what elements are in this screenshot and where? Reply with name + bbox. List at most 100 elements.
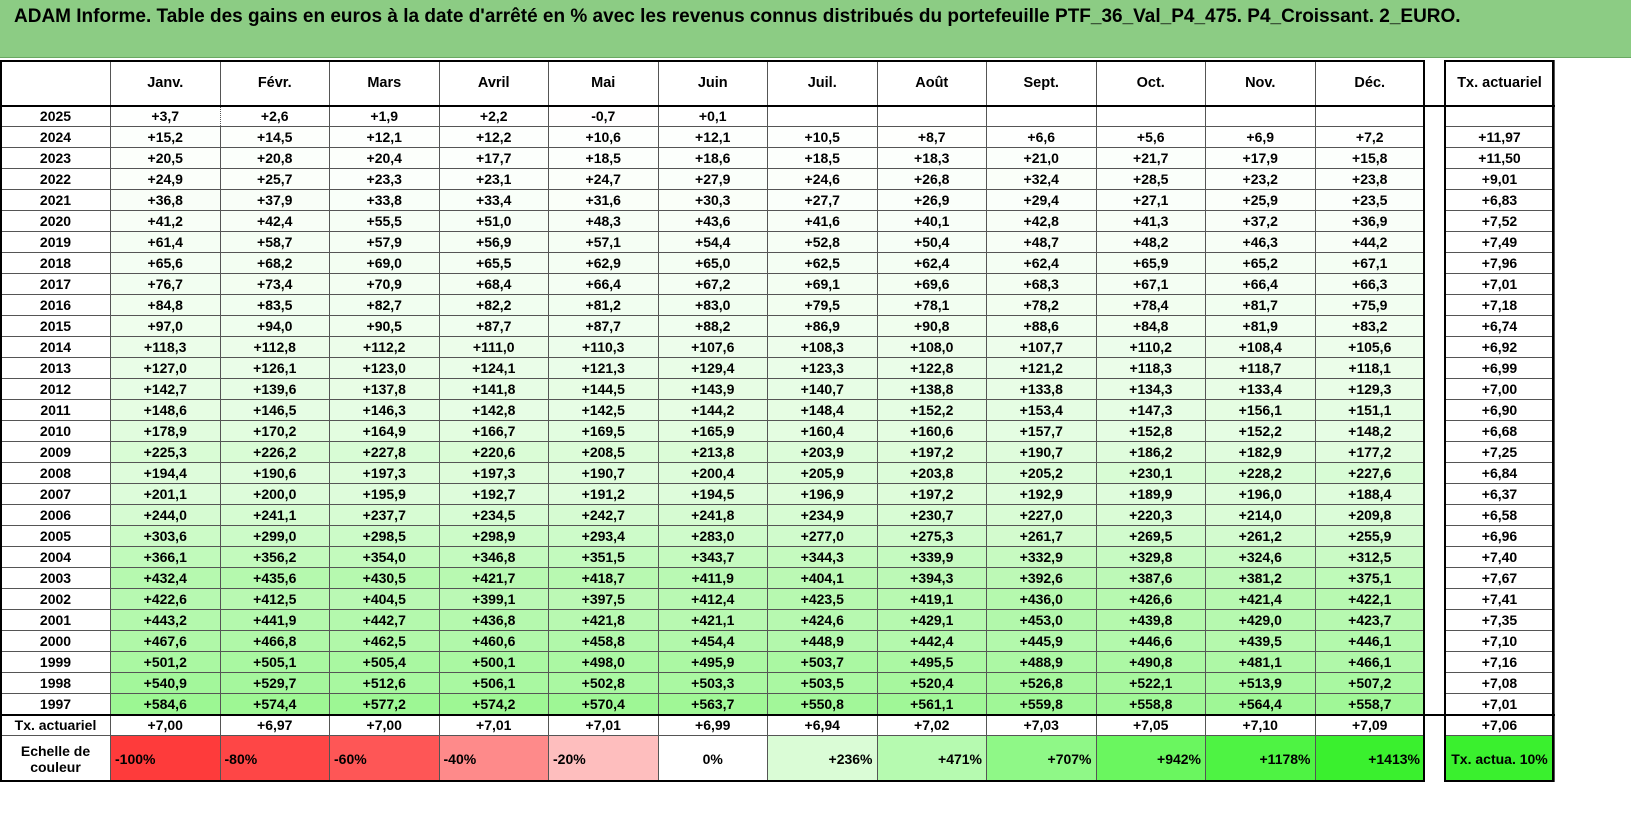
month-header: Nov.: [1205, 60, 1316, 107]
gain-cell: +275,3: [876, 525, 987, 547]
gain-cell: +50,4: [876, 231, 987, 253]
column-gap: [1424, 60, 1445, 107]
gain-cell: +28,5: [1095, 168, 1206, 190]
gain-cell: +62,4: [876, 252, 987, 274]
year-label: 2011: [0, 399, 111, 421]
gain-cell: +570,4: [548, 693, 659, 715]
gain-cell: +151,1: [1314, 399, 1425, 421]
summary-rate-cell: +7,06: [1444, 713, 1555, 736]
gain-cell: +227,0: [986, 504, 1097, 526]
rate-cell: +7,49: [1444, 231, 1555, 253]
table-row: 2024 +15,2 +14,5 +12,1 +12,2 +10,6 +12,1 +10,5 +…: [0, 126, 1555, 148]
gain-cell: +110,2: [1095, 336, 1206, 358]
gain-cell: +495,5: [876, 651, 987, 673]
gains-table: Janv. Févr. Mars Avril Mai Juin Juil. Août Sept.…: [0, 60, 1555, 782]
gain-cell: +126,1: [219, 357, 330, 379]
gain-cell: +522,1: [1095, 672, 1206, 694]
column-gap: [1424, 420, 1445, 442]
column-gap: [1424, 189, 1445, 211]
year-label: 2010: [0, 420, 111, 442]
year-label: 2015: [0, 315, 111, 337]
gain-cell: +503,5: [767, 672, 878, 694]
gain-cell: +139,6: [219, 378, 330, 400]
gain-cell: +412,4: [657, 588, 768, 610]
gain-cell: +33,4: [438, 189, 549, 211]
gain-cell: +435,6: [219, 567, 330, 589]
table-row: 1997 +584,6 +574,4 +577,2 +574,2 +570,4 +563,7…: [0, 693, 1555, 715]
gain-cell: +107,7: [986, 336, 1097, 358]
gain-cell: +58,7: [219, 231, 330, 253]
color-scale-swatch: +707%: [986, 735, 1097, 782]
column-gap: [1424, 168, 1445, 190]
table-row: 2002 +422,6 +412,5 +404,5 +399,1 +397,5 +412,4…: [0, 588, 1555, 610]
gain-cell: +10,6: [548, 126, 659, 148]
gain-cell: +83,5: [219, 294, 330, 316]
gain-cell: +153,4: [986, 399, 1097, 421]
gain-cell: +54,4: [657, 231, 768, 253]
gain-cell: +146,5: [219, 399, 330, 421]
gain-cell: +442,7: [329, 609, 440, 631]
gain-cell: +40,1: [876, 210, 987, 232]
gain-cell: +142,5: [548, 399, 659, 421]
gain-cell: +443,2: [110, 609, 221, 631]
gain-cell: +225,3: [110, 441, 221, 463]
gain-cell: +24,9: [110, 168, 221, 190]
gain-cell: +467,6: [110, 630, 221, 652]
gain-cell: +421,4: [1205, 588, 1316, 610]
gain-cell: +498,0: [548, 651, 659, 673]
summary-cell: +7,00: [329, 713, 440, 736]
summary-cell: +7,05: [1095, 713, 1206, 736]
rate-cell: +6,99: [1444, 357, 1555, 379]
gain-cell: +65,5: [438, 252, 549, 274]
gain-cell: +214,0: [1205, 504, 1316, 526]
gain-cell: +564,4: [1205, 693, 1316, 715]
gain-cell: +142,8: [438, 399, 549, 421]
gain-cell: +197,2: [876, 483, 987, 505]
column-gap: [1424, 630, 1445, 652]
gain-cell: +169,5: [548, 420, 659, 442]
gain-cell: +182,9: [1205, 441, 1316, 463]
gain-cell: +129,4: [657, 357, 768, 379]
gain-cell: +188,4: [1314, 483, 1425, 505]
gain-cell: +255,9: [1314, 525, 1425, 547]
gain-cell: +46,3: [1205, 231, 1316, 253]
year-label: 2020: [0, 210, 111, 232]
gain-cell: +293,4: [548, 525, 659, 547]
color-scale-swatch: +942%: [1095, 735, 1206, 782]
column-gap: [1424, 713, 1445, 736]
gain-cell: +25,9: [1205, 189, 1316, 211]
gain-cell: +196,9: [767, 483, 878, 505]
gain-cell: +387,6: [1095, 567, 1206, 589]
gain-cell: +78,4: [1095, 294, 1206, 316]
gain-cell: +203,8: [876, 462, 987, 484]
year-label: 2007: [0, 483, 111, 505]
summary-cell: +7,10: [1205, 713, 1316, 736]
gain-cell: +108,4: [1205, 336, 1316, 358]
year-label: 2008: [0, 462, 111, 484]
gain-cell: +197,3: [329, 462, 440, 484]
gain-cell: +87,7: [438, 315, 549, 337]
year-label: 2009: [0, 441, 111, 463]
gain-cell: [876, 105, 987, 127]
year-label: 2016: [0, 294, 111, 316]
gain-cell: +48,7: [986, 231, 1097, 253]
corner-cell: [0, 60, 111, 107]
gain-cell: +23,8: [1314, 168, 1425, 190]
gain-cell: +574,2: [438, 693, 549, 715]
gain-cell: +189,9: [1095, 483, 1206, 505]
gain-cell: +44,2: [1314, 231, 1425, 253]
year-label: 2003: [0, 567, 111, 589]
gain-cell: +14,5: [219, 126, 330, 148]
gain-cell: +237,7: [329, 504, 440, 526]
rate-cell: +7,01: [1444, 693, 1555, 715]
gain-cell: +178,9: [110, 420, 221, 442]
gain-cell: +82,7: [329, 294, 440, 316]
month-header: Juil.: [767, 60, 878, 107]
month-header: Juin: [657, 60, 768, 107]
gain-cell: +234,5: [438, 504, 549, 526]
table-row: 2013 +127,0 +126,1 +123,0 +124,1 +121,3 +129,4…: [0, 357, 1555, 379]
gain-cell: +15,8: [1314, 147, 1425, 169]
year-label: 2024: [0, 126, 111, 148]
summary-label: Tx. actuariel: [0, 713, 111, 736]
gain-cell: +177,2: [1314, 441, 1425, 463]
